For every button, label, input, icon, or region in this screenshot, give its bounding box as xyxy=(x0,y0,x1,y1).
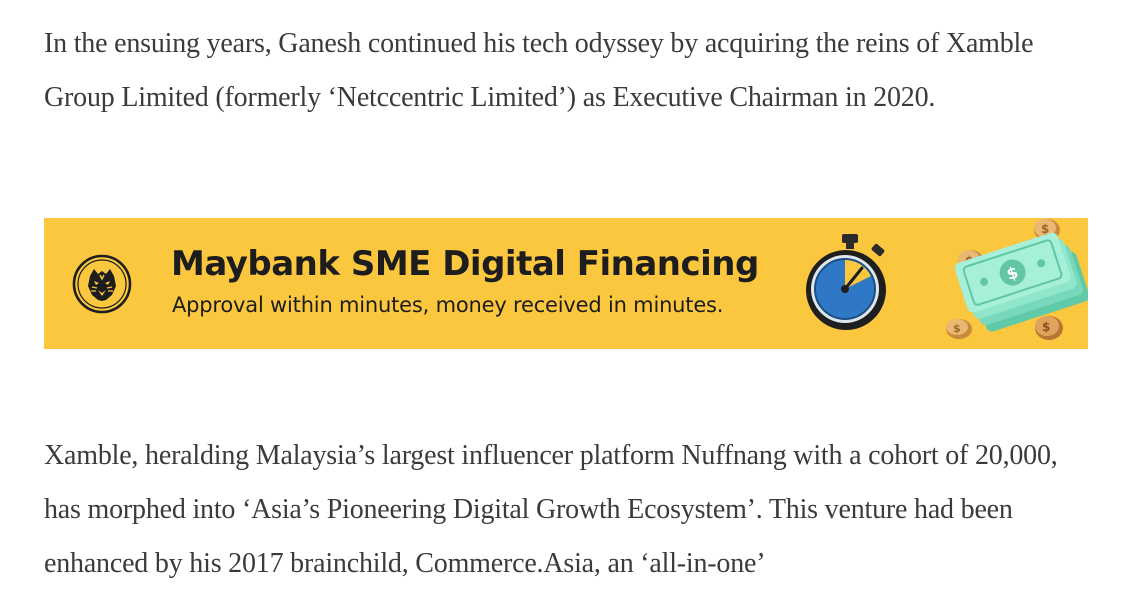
stopwatch-icon xyxy=(802,228,902,340)
ad-title: Maybank SME Digital Financing xyxy=(171,244,759,284)
svg-text:$: $ xyxy=(1041,222,1049,236)
svg-text:$: $ xyxy=(953,322,961,335)
svg-text:$: $ xyxy=(1042,320,1050,334)
article-paragraph: In the ensuing years, Ganesh continued h… xyxy=(44,28,1034,113)
article-paragraph: Xamble, heralding Malaysia’s largest inf… xyxy=(44,440,1058,579)
ad-subtitle: Approval within minutes, money received … xyxy=(172,293,724,317)
maybank-ad-banner[interactable]: Maybank SME Digital Financing Approval w… xyxy=(44,218,1088,349)
maybank-tiger-logo-icon xyxy=(72,254,132,314)
banknotes-coins-icon: $ $ $ $ xyxy=(896,218,1088,349)
